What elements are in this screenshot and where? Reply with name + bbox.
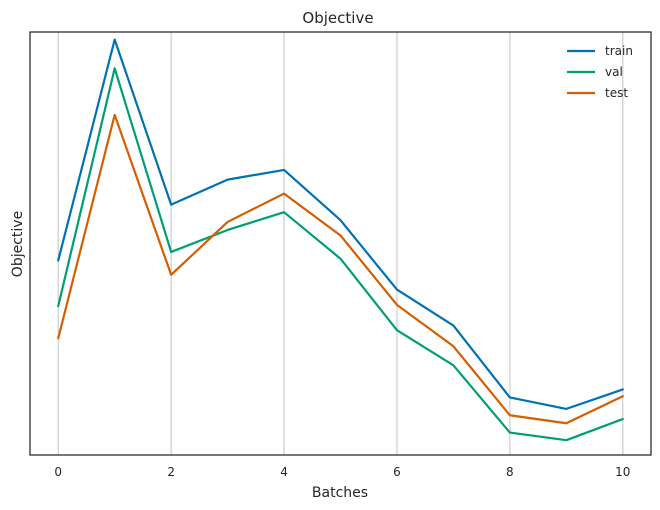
series-line-test	[57, 113, 624, 425]
legend-label-val: val	[605, 65, 623, 79]
chart-title: Objective	[302, 9, 373, 27]
x-tick-label: 10	[615, 465, 630, 479]
series-line-val	[57, 67, 624, 442]
x-tick-label: 0	[54, 465, 62, 479]
plot-frame	[29, 31, 652, 456]
legend-label-test: test	[605, 86, 628, 100]
grid-lines	[57, 32, 624, 455]
series-lines	[57, 38, 624, 442]
x-tick-label: 2	[167, 465, 175, 479]
y-axis-label: Objective	[10, 211, 26, 277]
x-axis-label: Batches	[312, 485, 368, 501]
legend: train val test	[567, 44, 633, 100]
x-tick-label: 4	[280, 465, 288, 479]
series-line-train	[57, 38, 624, 410]
x-tick-label: 6	[393, 465, 401, 479]
legend-label-train: train	[605, 44, 633, 58]
x-axis-ticks: 0 2 4 6 8 10	[54, 465, 630, 479]
x-tick-label: 8	[506, 465, 514, 479]
